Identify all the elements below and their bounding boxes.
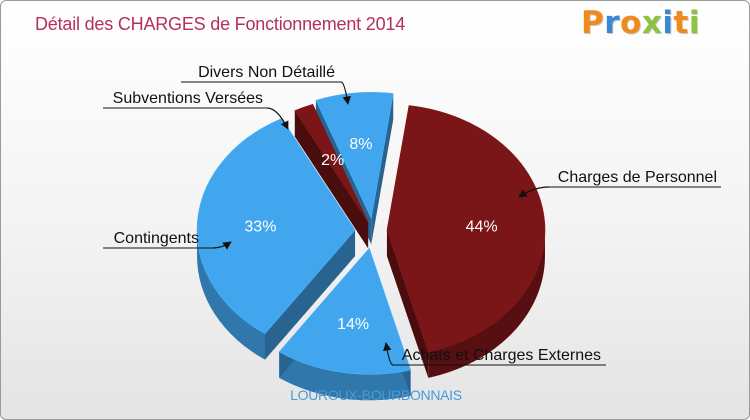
percent-label: 44% [466, 219, 498, 236]
proxiti-logo: Proxiti [581, 5, 700, 41]
pie-slice-subventions-versees[interactable] [294, 103, 369, 249]
commune-name: LOUROUX-BOURBONNAIS [290, 387, 462, 403]
slice-inner-wall [294, 110, 369, 249]
slice-top-face [196, 118, 356, 335]
leader-arrow [518, 186, 550, 198]
pie-slice-contingents[interactable] [196, 118, 356, 360]
slice-outer-wall [279, 351, 411, 401]
leader-arrow [266, 107, 289, 130]
percent-label: 14% [337, 316, 369, 333]
category-label: Divers Non Détaillé [198, 64, 335, 81]
percent-label: 2% [321, 152, 344, 169]
slice-outer-wall [197, 230, 266, 360]
slice-inner-wall [386, 230, 429, 378]
slice-top-face [278, 247, 411, 375]
slice-outer-wall [428, 230, 545, 378]
percent-label: 8% [349, 136, 372, 153]
pie-slice-charges-de-personnel[interactable] [386, 105, 546, 378]
category-label: Charges de Personnel [558, 169, 717, 186]
percent-label: 33% [244, 218, 276, 235]
leader-arrow [212, 241, 232, 250]
pie-slice-achats-et-charges-externes[interactable] [278, 247, 411, 401]
chart-title: Détail des CHARGES de Fonctionnement 201… [35, 14, 406, 34]
slice-inner-wall [371, 93, 394, 245]
category-label: Subventions Versées [113, 90, 263, 107]
slice-top-face [386, 105, 546, 353]
category-label: Contingents [114, 230, 199, 247]
slice-inner-wall [265, 230, 356, 360]
slice-top-face [294, 103, 369, 223]
slice-top-face [315, 92, 394, 220]
leader-arrow [383, 342, 394, 366]
leader-arrow [340, 81, 351, 105]
category-label: Achats et Charges Externes [402, 347, 601, 364]
